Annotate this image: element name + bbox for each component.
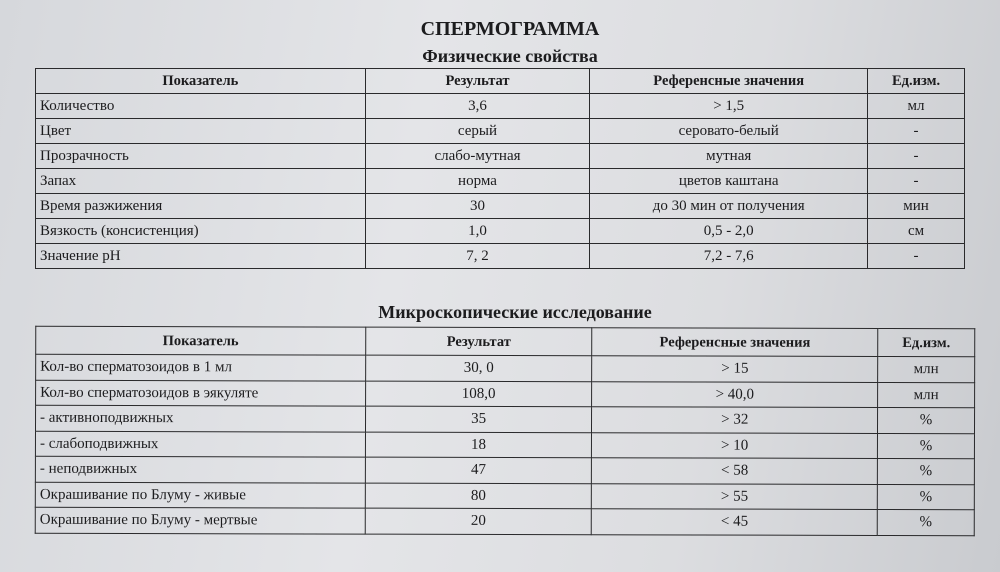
- cell-unit: %: [877, 458, 975, 485]
- cell-unit: %: [877, 432, 975, 459]
- cell-reference: > 32: [591, 406, 878, 433]
- cell-result: 108,0: [365, 380, 593, 407]
- physical-section-heading: Физические свойства: [422, 46, 598, 66]
- physical-properties-table: Показатель Результат Референсные значения Е…: [35, 68, 965, 269]
- cell-reference: мутная: [589, 143, 869, 169]
- table-row: Кол-во сперматозоидов в эякуляте 108,0 > 4…: [35, 379, 975, 408]
- column-header-indicator: Показатель: [35, 326, 366, 356]
- cell-reference: 7,2 - 7,6: [589, 243, 869, 269]
- table-row: - слабоподвижных 18 > 10%: [35, 430, 975, 459]
- cell-result: 3,6: [364, 93, 591, 119]
- cell-unit: мин: [867, 193, 965, 219]
- table-row: - активноподвижных 35 > 32%: [35, 405, 975, 434]
- cell-unit: %: [877, 509, 975, 536]
- cell-reference: до 30 мин от получения: [589, 193, 869, 219]
- column-header-unit: Ед.изм.: [867, 68, 965, 94]
- cell-reference: > 10: [591, 432, 878, 459]
- cell-reference: < 58: [591, 457, 878, 484]
- cell-unit: мл: [867, 93, 965, 119]
- cell-result: серый: [364, 118, 591, 144]
- column-header-unit: Ед.изм.: [877, 328, 975, 357]
- column-header-reference: Референсные значения: [589, 68, 869, 94]
- table-row: Окрашивание по Блуму - живые 80 > 55%: [35, 481, 975, 510]
- cell-indicator: - слабоподвижных: [35, 430, 366, 458]
- cell-indicator: Окрашивание по Блуму - живые: [35, 481, 366, 509]
- cell-unit: -: [867, 168, 965, 194]
- cell-reference: 0,5 - 2,0: [589, 218, 869, 244]
- cell-reference: серовато-белый: [589, 118, 869, 144]
- cell-unit: см: [867, 218, 965, 244]
- microscopic-table: Показатель Результат Референсные значения Е…: [35, 326, 976, 536]
- column-header-result: Результат: [365, 327, 593, 356]
- cell-reference: цветов каштана: [589, 168, 869, 194]
- cell-indicator: Кол-во сперматозоидов в эякуляте: [35, 379, 366, 407]
- cell-indicator: - неподвижных: [35, 456, 366, 483]
- cell-reference: > 55: [591, 483, 878, 510]
- cell-indicator: Количество: [35, 93, 366, 119]
- cell-unit: %: [877, 483, 975, 510]
- table-row: - неподвижных 47 < 58%: [35, 456, 975, 485]
- table-row: Время разжижения 30 до 30 мин от получения…: [35, 193, 965, 219]
- cell-result: 20: [364, 508, 592, 535]
- cell-indicator: Запах: [35, 168, 366, 194]
- table-row: Запах норма цветов каштана -: [35, 168, 965, 194]
- cell-indicator: Прозрачность: [35, 143, 366, 169]
- cell-result: 18: [365, 431, 592, 458]
- cell-result: 7, 2: [364, 243, 591, 269]
- cell-unit: -: [867, 118, 965, 144]
- cell-result: 47: [365, 457, 592, 484]
- table-header-row: Показатель Результат Референсные значения Е…: [35, 68, 965, 94]
- cell-result: норма: [364, 168, 591, 194]
- cell-unit: млн: [877, 381, 975, 408]
- document-title: СПЕРМОГРАММА: [420, 18, 600, 40]
- table-row: Количество 3,6 > 1,5 мл: [35, 93, 965, 119]
- microscopic-section-heading: Микроскопические исследование: [378, 302, 652, 322]
- cell-indicator: - активноподвижных: [35, 405, 366, 432]
- cell-result: 80: [365, 482, 592, 509]
- column-header-result: Результат: [364, 68, 591, 94]
- cell-unit: %: [877, 407, 975, 434]
- table-row: Окрашивание по Блуму - мертвые 20 < 45%: [35, 507, 975, 536]
- cell-reference: > 1,5: [589, 93, 869, 119]
- cell-indicator: Время разжижения: [35, 193, 366, 219]
- cell-reference: < 45: [591, 508, 878, 535]
- cell-reference: > 40,0: [591, 381, 878, 408]
- column-header-indicator: Показатель: [35, 68, 366, 94]
- table-row: Кол-во сперматозоидов в 1 мл 30, 0 > 15 млн: [35, 354, 975, 383]
- cell-result: слабо-мутная: [364, 143, 591, 169]
- cell-reference: > 15: [592, 355, 878, 382]
- cell-indicator: Кол-во сперматозоидов в 1 мл: [35, 354, 366, 381]
- cell-unit: млн: [877, 356, 975, 383]
- cell-indicator: Цвет: [35, 118, 366, 144]
- table-row: Прозрачность слабо-мутная мутная -: [35, 143, 965, 169]
- cell-result: 1,0: [364, 218, 591, 244]
- cell-result: 30: [364, 193, 591, 219]
- table-row: Значение pH 7, 2 7,2 - 7,6-: [35, 243, 965, 269]
- cell-result: 35: [365, 406, 592, 433]
- column-header-reference: Референсные значения: [592, 327, 878, 357]
- cell-result: 30, 0: [365, 355, 593, 382]
- table-row: Вязкость (консистенция) 1,0 0,5 - 2,0 см: [35, 218, 965, 244]
- cell-indicator: Значение pH: [35, 243, 366, 269]
- cell-unit: -: [867, 143, 965, 169]
- table-row: Цвет серый серовато-белый -: [35, 118, 965, 144]
- cell-indicator: Окрашивание по Блуму - мертвые: [35, 507, 366, 534]
- table-header-row: Показатель Результат Референсные значения Е…: [35, 326, 975, 357]
- cell-indicator: Вязкость (консистенция): [35, 218, 366, 244]
- cell-unit: -: [867, 243, 965, 269]
